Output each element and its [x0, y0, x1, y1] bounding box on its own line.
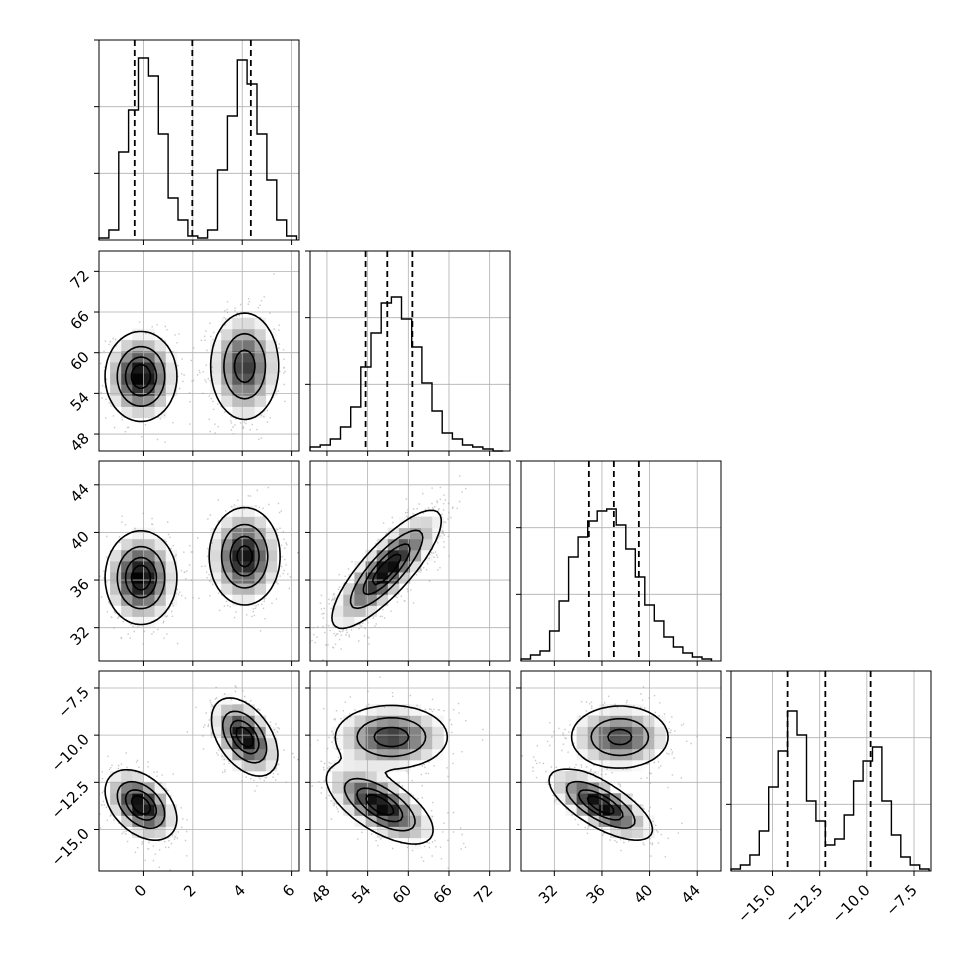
histogram-3 [730, 710, 930, 871]
contour-line [371, 553, 402, 586]
tick-label: 32 [535, 881, 561, 907]
tick-label: −15.0 [48, 825, 93, 870]
contour-line [130, 545, 254, 591]
tick-label: 48 [67, 429, 93, 455]
contour-line [325, 704, 449, 845]
tick-label: 60 [389, 881, 415, 907]
axes-frames [98, 39, 932, 872]
tick-label: −12.5 [781, 881, 826, 926]
histograms [98, 40, 930, 871]
tick-label: 60 [67, 348, 93, 374]
contour-line [104, 312, 280, 423]
panel-frame [98, 250, 300, 452]
contour-line [124, 535, 260, 599]
contour-line [565, 717, 650, 829]
tick-marks [94, 39, 915, 876]
panel-frame [520, 460, 722, 662]
panel-frame [98, 39, 300, 241]
tick-label: 48 [308, 881, 334, 907]
contour-line [365, 794, 395, 816]
panel-frame [309, 670, 511, 872]
tick-label: 0 [131, 881, 150, 900]
contour-line [343, 716, 427, 832]
contour-line [331, 509, 442, 630]
histogram-0 [98, 57, 298, 240]
tick-label: 36 [67, 575, 93, 601]
panel-frame [309, 250, 511, 452]
histogram-2 [520, 508, 713, 661]
tick-label: −7.5 [882, 881, 920, 919]
panel-frame [98, 460, 300, 662]
tick-label: −12.5 [48, 777, 93, 822]
contour-line [586, 795, 615, 815]
panel-frame [730, 670, 932, 872]
contour-line [124, 349, 256, 397]
tick-label: 40 [630, 881, 656, 907]
tick-label: 72 [470, 881, 496, 907]
contour-line [356, 726, 410, 823]
contour-line [116, 523, 269, 610]
tick-label: −15.0 [734, 881, 779, 926]
tick-label: 32 [67, 623, 93, 649]
tick-label: −10.0 [828, 881, 873, 926]
tick-label: 36 [583, 881, 609, 907]
contour-line [130, 726, 254, 815]
grid-lines [99, 39, 931, 871]
tick-label: 72 [67, 266, 93, 292]
density-fills [110, 317, 666, 850]
tick-label: 66 [430, 881, 456, 907]
contour-line [548, 705, 669, 841]
tick-label: 66 [67, 307, 93, 333]
contour-line [116, 710, 268, 830]
contour-line [104, 697, 279, 841]
contour-line [577, 728, 633, 821]
panel-frame [520, 670, 722, 872]
panel-frame [309, 460, 511, 662]
tick-label: 4 [230, 881, 249, 900]
tick-label: 44 [678, 881, 704, 907]
contour-line [104, 506, 281, 626]
histogram-1 [309, 296, 504, 452]
tick-labels: 0 2 4 6 48 54 60 66 72 32 36 40 44 −15.0 −12.5 −10.0 −7.… [48, 266, 921, 926]
scatter-1-0 [99, 273, 286, 443]
contour-line [124, 719, 260, 821]
contour-line [116, 332, 267, 407]
contour-line [349, 529, 424, 610]
panel-frame [98, 670, 300, 872]
tick-label: −10.0 [48, 730, 93, 775]
tick-label: 54 [348, 881, 374, 907]
contour-line [362, 543, 411, 596]
tick-label: 44 [67, 480, 93, 506]
tick-label: 40 [67, 528, 93, 554]
tick-label: 6 [279, 881, 298, 900]
scatter-points [99, 273, 698, 871]
tick-label: −7.5 [54, 683, 92, 721]
contour-lines [104, 312, 669, 845]
contour-line [130, 363, 152, 389]
tick-label: 2 [180, 881, 199, 900]
tick-label: 54 [67, 388, 93, 414]
